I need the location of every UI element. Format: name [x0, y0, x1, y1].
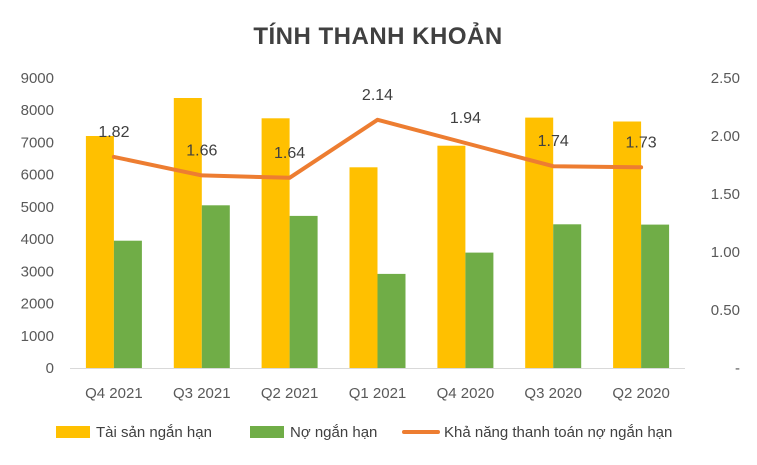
y-left-tick-label: 6000: [21, 167, 54, 184]
bar-no-ngan-han-5: [553, 224, 582, 368]
y-left-tick-label: 5000: [21, 199, 54, 216]
bar-tai-san-ngan-han-1: [173, 98, 202, 368]
bar-no-ngan-han-2: [289, 215, 318, 368]
y-right-tick-label: 0.50: [711, 302, 740, 319]
y-left-tick-label: 2000: [21, 296, 54, 313]
line-data-label-2: 1.64: [274, 145, 305, 162]
y-right-tick-label: 1.00: [711, 244, 740, 261]
line-layer: [111, 117, 644, 180]
chart-title: TÍNH THANH KHOẢN: [253, 21, 502, 50]
bar-no-ngan-han-3: [377, 273, 406, 368]
y-right-tick-label: 1.50: [711, 186, 740, 203]
bar-no-ngan-han-0: [113, 240, 142, 368]
y-axis-right: - 0.50 1.00 1.50 2.00 2.50: [711, 70, 740, 377]
legend-label-1: Nợ ngắn hạn: [290, 424, 377, 441]
data-labels-layer: 1.82 1.66 1.64 2.14 1.94 1.74 1.73: [98, 87, 656, 162]
bar-no-ngan-han-4: [465, 252, 494, 368]
y-left-tick-label: 1000: [21, 328, 54, 345]
bar-no-ngan-han-1: [201, 205, 230, 368]
x-tick-label: Q3 2021: [173, 385, 231, 402]
legend-swatch-1: [250, 426, 284, 438]
y-right-tick-label: 2.00: [711, 128, 740, 145]
line-kha-nang-thanh-toan: [111, 117, 644, 180]
x-tick-label: Q2 2021: [261, 385, 319, 402]
x-tick-label: Q3 2020: [524, 385, 582, 402]
y-left-tick-label: 8000: [21, 102, 54, 119]
y-left-tick-label: 9000: [21, 70, 54, 87]
bar-tai-san-ngan-han-0: [85, 136, 114, 368]
bars-layer: [85, 98, 670, 368]
bar-tai-san-ngan-han-2: [261, 118, 290, 368]
line-data-label-1: 1.66: [186, 142, 217, 159]
legend-label-0: Tài sản ngắn hạn: [96, 424, 212, 441]
legend-label-2: Khả năng thanh toán nợ ngắn hạn: [444, 424, 672, 441]
bar-tai-san-ngan-han-4: [437, 145, 466, 368]
line-data-label-6: 1.73: [626, 134, 657, 151]
y-right-tick-label: -: [735, 360, 740, 377]
x-tick-label: Q1 2021: [349, 385, 407, 402]
legend: Tài sản ngắn hạn Nợ ngắn hạn Khả năng than…: [56, 424, 672, 441]
y-left-tick-label: 4000: [21, 231, 54, 248]
legend-swatch-0: [56, 426, 90, 438]
y-left-tick-label: 7000: [21, 134, 54, 151]
line-data-label-3: 2.14: [362, 87, 393, 104]
x-tick-label: Q2 2020: [612, 385, 670, 402]
x-axis: Q4 2021 Q3 2021 Q2 2021 Q1 2021 Q4 2020 Q3 20…: [70, 368, 685, 402]
bar-tai-san-ngan-han-5: [525, 117, 554, 368]
bar-tai-san-ngan-han-6: [613, 121, 642, 368]
bar-no-ngan-han-6: [641, 224, 670, 368]
y-left-tick-label: 0: [46, 360, 54, 377]
line-data-label-5: 1.74: [538, 133, 569, 150]
line-data-label-4: 1.94: [450, 110, 481, 127]
line-data-label-0: 1.82: [98, 124, 129, 141]
x-tick-label: Q4 2020: [437, 385, 495, 402]
y-left-tick-label: 3000: [21, 263, 54, 280]
bar-tai-san-ngan-han-3: [349, 167, 378, 368]
y-right-tick-label: 2.50: [711, 70, 740, 87]
y-axis-left: 0 1000 2000 3000 4000 5000 6000 7000 8000 9000: [21, 70, 54, 377]
x-tick-label: Q4 2021: [85, 385, 143, 402]
